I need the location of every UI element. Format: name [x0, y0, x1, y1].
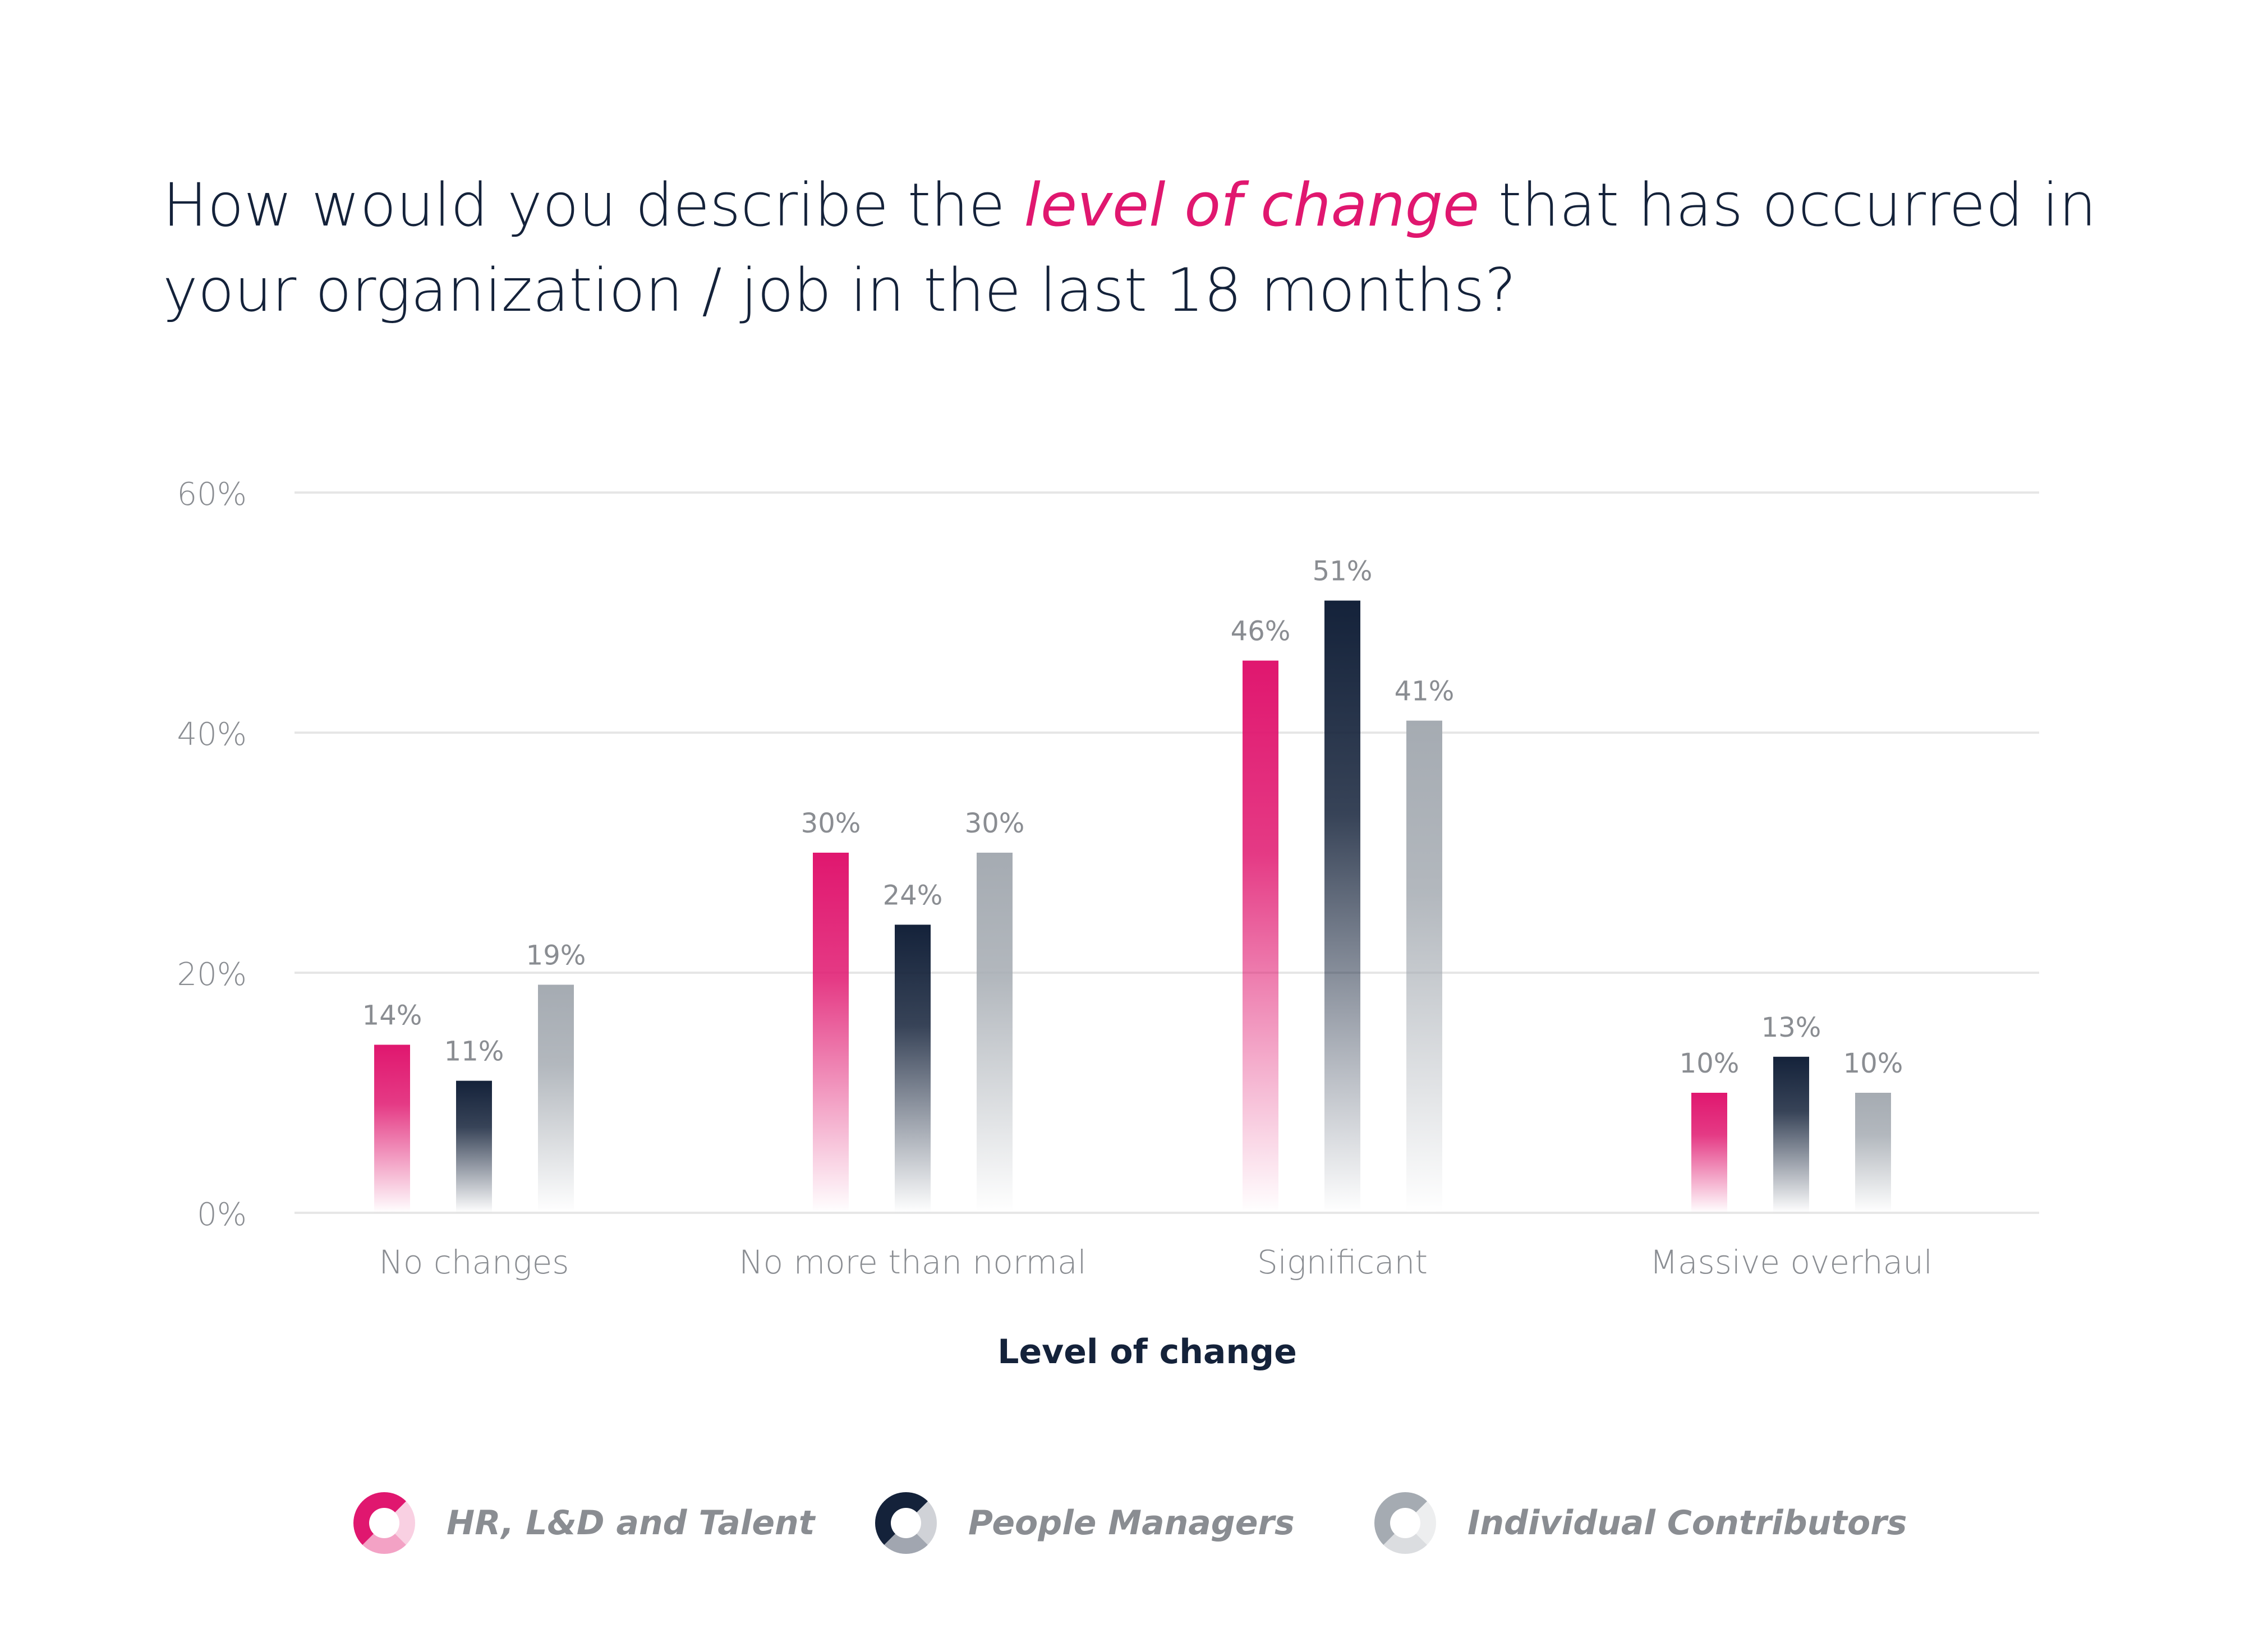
data-label: 51% — [1313, 556, 1373, 587]
bar — [1855, 1093, 1891, 1213]
x-tick-label: No more than normal — [739, 1243, 1086, 1281]
legend-label: HR, L&D and Talent — [447, 1503, 815, 1543]
bar — [538, 984, 574, 1213]
grid-lines — [295, 491, 2039, 1214]
x-tick-label: Significant — [1257, 1243, 1428, 1281]
bar — [813, 853, 849, 1213]
data-label: 30% — [965, 808, 1025, 839]
data-label: 24% — [883, 880, 943, 911]
chart-title: How would you describe the level of chan… — [163, 163, 2126, 333]
bar — [1243, 660, 1278, 1213]
legend-swatch-icon — [875, 1492, 937, 1554]
data-label: 14% — [362, 1000, 422, 1031]
data-label: 10% — [1843, 1048, 1903, 1079]
y-tick-label: 0% — [197, 1197, 247, 1233]
bar — [1691, 1093, 1727, 1213]
x-axis-ticks: No changes No more than normal Significant… — [379, 1243, 1933, 1281]
legend-item: HR, L&D and Talent — [353, 1475, 815, 1571]
x-axis-title: Level of change — [997, 1332, 1297, 1372]
bar — [895, 924, 931, 1213]
bar — [1773, 1056, 1809, 1213]
data-label: 19% — [526, 940, 586, 971]
data-labels: 14% 11% 19% 30% 24% 30% 46% 51% 41% 10% 13% 10% — [362, 556, 1903, 1079]
legend-swatch-icon — [1374, 1492, 1436, 1554]
legend-swatch-icon — [353, 1492, 415, 1554]
bar — [456, 1080, 492, 1213]
y-tick-label: 40% — [177, 716, 247, 753]
data-label: 10% — [1680, 1048, 1740, 1079]
y-tick-label: 20% — [177, 956, 247, 993]
title-highlight: level of change — [1024, 171, 1480, 240]
data-label: 41% — [1395, 676, 1455, 707]
bars — [374, 600, 1891, 1213]
bar — [374, 1045, 410, 1213]
data-label: 11% — [444, 1036, 504, 1068]
title-part-2: that has occurred in your organization /… — [163, 171, 2097, 325]
y-tick-label: 60% — [177, 476, 247, 513]
bar — [1406, 720, 1442, 1213]
bar — [1324, 600, 1360, 1213]
x-tick-label: No changes — [379, 1243, 569, 1281]
legend-item: People Managers — [875, 1475, 1295, 1571]
data-label: 30% — [801, 808, 861, 839]
bar — [977, 853, 1013, 1213]
y-axis-ticks: 0% 20% 40% 60% — [177, 476, 247, 1233]
title-part-1: How would you describe the — [163, 171, 1024, 240]
data-label: 13% — [1761, 1012, 1821, 1043]
legend-label: Individual Contributors — [1467, 1503, 1907, 1543]
data-label: 46% — [1231, 616, 1291, 647]
x-tick-label: Massive overhaul — [1650, 1243, 1933, 1281]
legend-label: People Managers — [968, 1503, 1295, 1543]
legend-item: Individual Contributors — [1374, 1475, 1907, 1571]
